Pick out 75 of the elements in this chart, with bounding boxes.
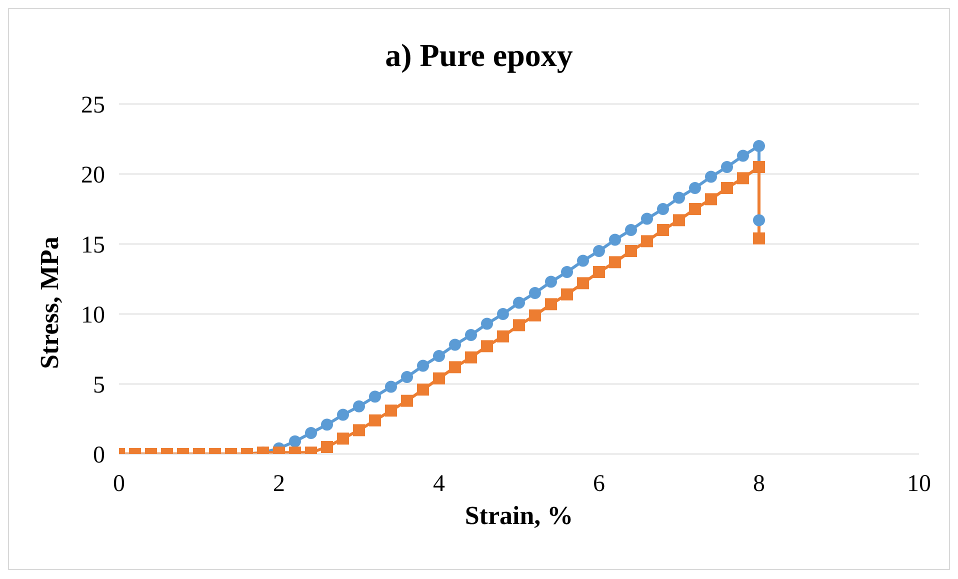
- point: [529, 287, 541, 299]
- point: [417, 384, 429, 396]
- point: [705, 193, 717, 206]
- point: [705, 170, 717, 183]
- point: [369, 390, 381, 403]
- point: [545, 298, 557, 310]
- point: [753, 232, 765, 244]
- point: [657, 224, 669, 236]
- y-axis-title: Stress, MPa: [35, 236, 64, 369]
- point: [401, 371, 413, 383]
- point: [753, 161, 765, 173]
- y-tick-label: 15: [81, 232, 105, 259]
- point: [353, 424, 365, 436]
- point: [481, 318, 493, 330]
- point: [353, 400, 365, 412]
- point: [449, 361, 461, 374]
- point: [561, 266, 573, 278]
- point: [721, 182, 733, 194]
- y-tick-label: 0: [93, 442, 105, 469]
- x-axis-title: Strain, %: [464, 501, 574, 530]
- point: [609, 234, 621, 246]
- point: [401, 394, 413, 407]
- point: [513, 319, 525, 332]
- point: [337, 408, 349, 421]
- x-tick-label: 2: [273, 471, 285, 498]
- point: [449, 338, 461, 351]
- point: [657, 203, 669, 215]
- point: [625, 245, 637, 257]
- point: [689, 203, 701, 215]
- x-tick-label: 8: [753, 471, 765, 498]
- chart-title: a) Pure epoxy: [384, 37, 574, 74]
- point: [385, 404, 397, 417]
- point: [337, 432, 349, 445]
- point: [369, 414, 381, 426]
- x-tick-label: 6: [593, 471, 605, 498]
- point: [497, 308, 509, 320]
- y-tick-label: 25: [81, 92, 105, 119]
- point: [305, 427, 317, 439]
- y-tick-label: 20: [81, 162, 105, 189]
- point: [753, 140, 765, 152]
- point: [593, 245, 605, 257]
- point: [641, 235, 653, 248]
- x-tick-label: 0: [113, 471, 125, 498]
- point: [577, 254, 589, 267]
- point: [753, 214, 765, 226]
- point: [385, 380, 397, 393]
- point: [289, 435, 301, 448]
- point: [625, 224, 637, 236]
- point: [593, 266, 605, 278]
- point: [561, 288, 573, 300]
- point: [465, 329, 477, 341]
- point: [545, 276, 557, 288]
- point: [433, 372, 445, 384]
- point: [433, 350, 445, 362]
- y-tick-label: 10: [81, 302, 105, 329]
- point: [529, 309, 541, 322]
- point: [465, 351, 477, 364]
- point: [737, 172, 749, 184]
- y-tick-label: 5: [93, 372, 105, 399]
- point: [513, 296, 525, 309]
- point: [673, 192, 685, 204]
- point: [497, 330, 509, 342]
- x-tick-label: 10: [907, 471, 931, 498]
- x-tick-label: 4: [433, 471, 445, 498]
- point: [577, 277, 589, 290]
- point: [321, 418, 333, 431]
- point: [609, 256, 621, 268]
- point: [641, 212, 653, 225]
- point: [481, 340, 493, 352]
- point: [737, 150, 749, 162]
- point: [321, 441, 333, 453]
- point: [689, 182, 701, 194]
- point: [417, 360, 429, 372]
- point: [673, 214, 685, 226]
- point: [721, 161, 733, 173]
